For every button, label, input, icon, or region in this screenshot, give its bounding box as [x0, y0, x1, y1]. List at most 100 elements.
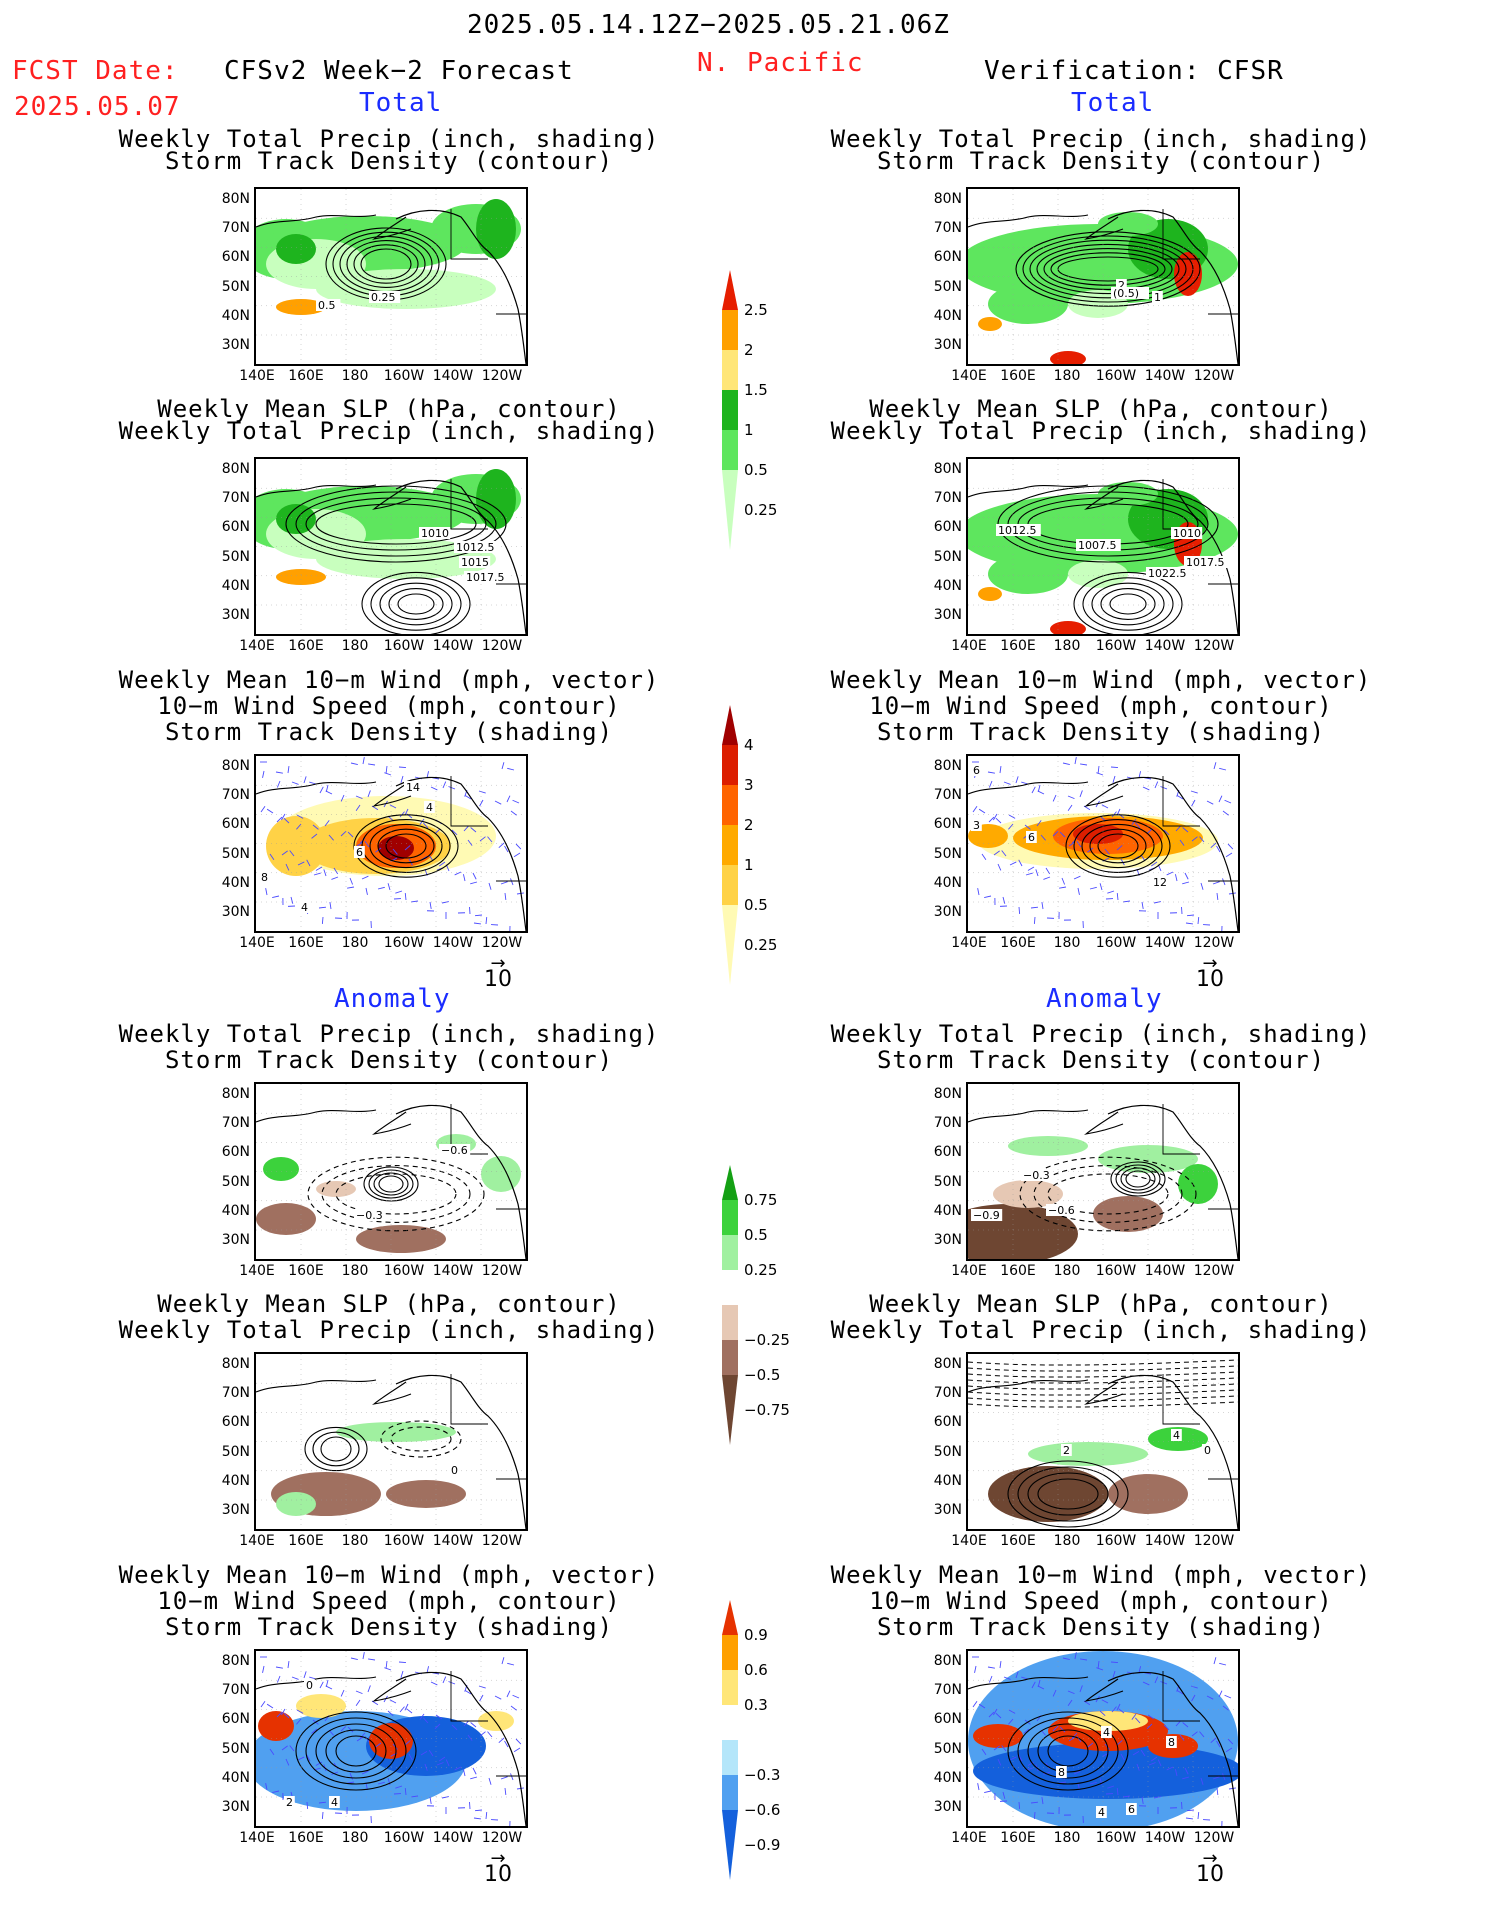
wind-vector: [1134, 822, 1141, 829]
contour-line: [304, 1426, 368, 1472]
wind-vector: [1037, 1679, 1041, 1687]
contour-line: [1033, 1165, 1183, 1223]
wind-vector: [1037, 1685, 1045, 1690]
wind-vector: [1052, 794, 1057, 802]
wind-vector: [1036, 820, 1042, 827]
contour-label: 6: [973, 764, 980, 777]
colorbar-swatch: [722, 1740, 738, 1775]
map-panel: 4 8 8 4 6: [966, 1649, 1240, 1828]
colorbar-cap: [722, 1810, 738, 1880]
map-panel: 2 4 0: [966, 1352, 1240, 1531]
precip-anom-shading: [356, 1225, 446, 1253]
wind-vector: [474, 914, 483, 917]
colorbar-swatch: [722, 1340, 738, 1375]
contour-line: [397, 593, 435, 615]
colorbar-label: −0.9: [744, 1836, 781, 1854]
panel-title: 10−m Wind Speed (mph, contour): [869, 1587, 1333, 1615]
contour-line: [307, 1156, 485, 1232]
border-line: [1162, 209, 1200, 260]
panel-title: Weekly Mean 10−m Wind (mph, vector): [118, 1561, 660, 1589]
contour-label-bg: [369, 291, 401, 303]
storm-anom-shading: [1068, 1711, 1148, 1731]
contour-label-bg: [1021, 1169, 1053, 1181]
wind-vector: [404, 1787, 407, 1796]
wind-vector: [978, 1703, 986, 1709]
wind-vector: [1035, 869, 1039, 877]
contour-line: [361, 571, 471, 634]
wind-vector: [324, 820, 330, 827]
wind-vector: [359, 1732, 366, 1739]
colorbar-label: 4: [744, 736, 754, 754]
wind-vector: [442, 1676, 447, 1684]
lat-tick-label: 30N: [221, 904, 250, 920]
wind-vector: [368, 763, 376, 766]
wind-vector: [340, 1689, 345, 1697]
wind-vector: [1146, 828, 1153, 835]
border-line: [450, 209, 488, 260]
wind-vector: [1210, 842, 1217, 849]
wind-vector: [1134, 1717, 1141, 1724]
coastline: [372, 1678, 412, 1702]
contour-line: [968, 1365, 1238, 1372]
wind-vector: [411, 900, 419, 903]
lat-tick-label: 80N: [221, 758, 250, 774]
contour-label: 2: [1063, 1444, 1070, 1457]
wind-vector: [1059, 886, 1067, 889]
wind-vector: [422, 1717, 429, 1724]
lon-tick-label: 160E: [288, 1830, 324, 1846]
lat-tick-label: 50N: [221, 1443, 250, 1460]
storm-anom-shading: [296, 1694, 346, 1718]
contour-line: [370, 577, 462, 631]
wind-vector: [500, 1776, 508, 1780]
wind-vector: [340, 1725, 347, 1732]
contour-label-bg: [971, 1209, 1003, 1221]
contour-label-bg: [971, 819, 982, 831]
wind-vector: [276, 816, 283, 823]
lon-tick-label: 120W: [1193, 1830, 1235, 1846]
wind-vector: [1040, 834, 1046, 841]
wind-vector: [1067, 1690, 1075, 1695]
wind-vector: [362, 757, 365, 765]
colorbar-label: 1: [744, 421, 754, 439]
contour-label-bg: [424, 801, 435, 813]
lat-tick-label: 70N: [221, 1385, 250, 1402]
wind-vector: [1024, 824, 1031, 830]
wind-vector: [1107, 890, 1115, 894]
wind-vector: [1190, 1685, 1198, 1689]
wind-vector: [276, 1711, 283, 1718]
panel-title: Storm Track Density (shading): [876, 1613, 1326, 1641]
contour-line: [305, 1717, 407, 1785]
wind-vector: [1176, 1690, 1184, 1695]
contour-label-bg: [419, 527, 451, 539]
lon-tick-label: 180: [1053, 1830, 1081, 1846]
wind-vector: [269, 853, 275, 861]
lat-tick-label: 40N: [933, 577, 962, 594]
colorbar-cap: [722, 1165, 738, 1200]
wind-vector: [1160, 786, 1168, 790]
lon-tick-label: 140E: [239, 935, 275, 951]
wind-vector: [995, 1712, 1002, 1719]
colorbar-cap: [722, 270, 738, 310]
wind-vector: [1224, 1694, 1232, 1699]
colorbar-swatch: [722, 1305, 738, 1340]
panel-title: 10−m Wind Speed (mph, contour): [869, 692, 1333, 720]
lat-tick-label: 60N: [221, 1711, 250, 1728]
wind-vector: [512, 799, 520, 804]
contour-label: −0.3: [356, 1209, 383, 1222]
wind-vector: [272, 1790, 280, 1794]
wind-vector: [1074, 757, 1077, 765]
coastline: [1107, 1104, 1238, 1259]
contour-line: [1115, 1164, 1161, 1194]
contour-label: 4: [1103, 1726, 1110, 1739]
contour-label: −0.6: [1048, 1204, 1075, 1217]
contour-label-bg: [454, 541, 499, 553]
wind-vector: [1174, 1769, 1178, 1777]
wind-vector: [1111, 1706, 1117, 1713]
lon-tick-label: 140E: [239, 368, 275, 384]
coastline: [968, 1676, 1089, 1690]
wind-vector: [448, 786, 456, 790]
wind-vector: [311, 833, 318, 839]
contour-line: [1089, 828, 1147, 864]
wind-vector: [993, 813, 998, 821]
contour-label: 0: [1204, 1444, 1211, 1457]
